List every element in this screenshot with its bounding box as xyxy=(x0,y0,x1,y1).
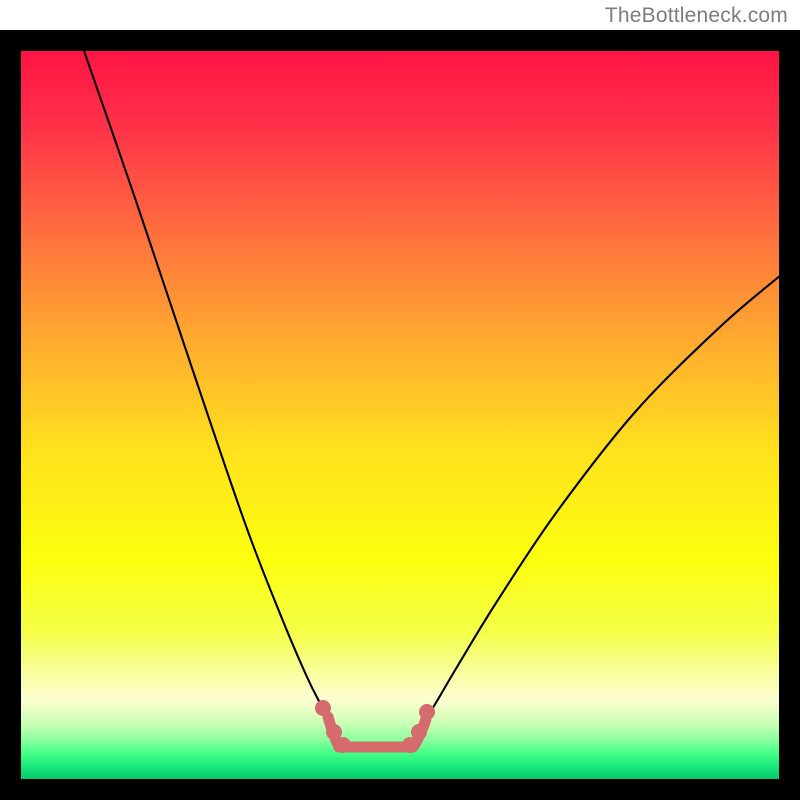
curve-right-branch xyxy=(426,275,781,719)
curve-marker-dot xyxy=(335,737,351,753)
curve-marker-dot xyxy=(419,704,435,720)
watermark-text: TheBottleneck.com xyxy=(605,4,788,28)
curve-marker-dot xyxy=(315,700,331,716)
curve-marker-dot xyxy=(411,724,427,740)
curve-left-branch xyxy=(82,45,328,717)
curve-marker-dot xyxy=(402,737,418,753)
curve-marker-dot xyxy=(326,724,342,740)
chart-frame xyxy=(0,30,800,800)
bottleneck-curve xyxy=(21,51,779,779)
chart-plot-area xyxy=(21,51,779,779)
